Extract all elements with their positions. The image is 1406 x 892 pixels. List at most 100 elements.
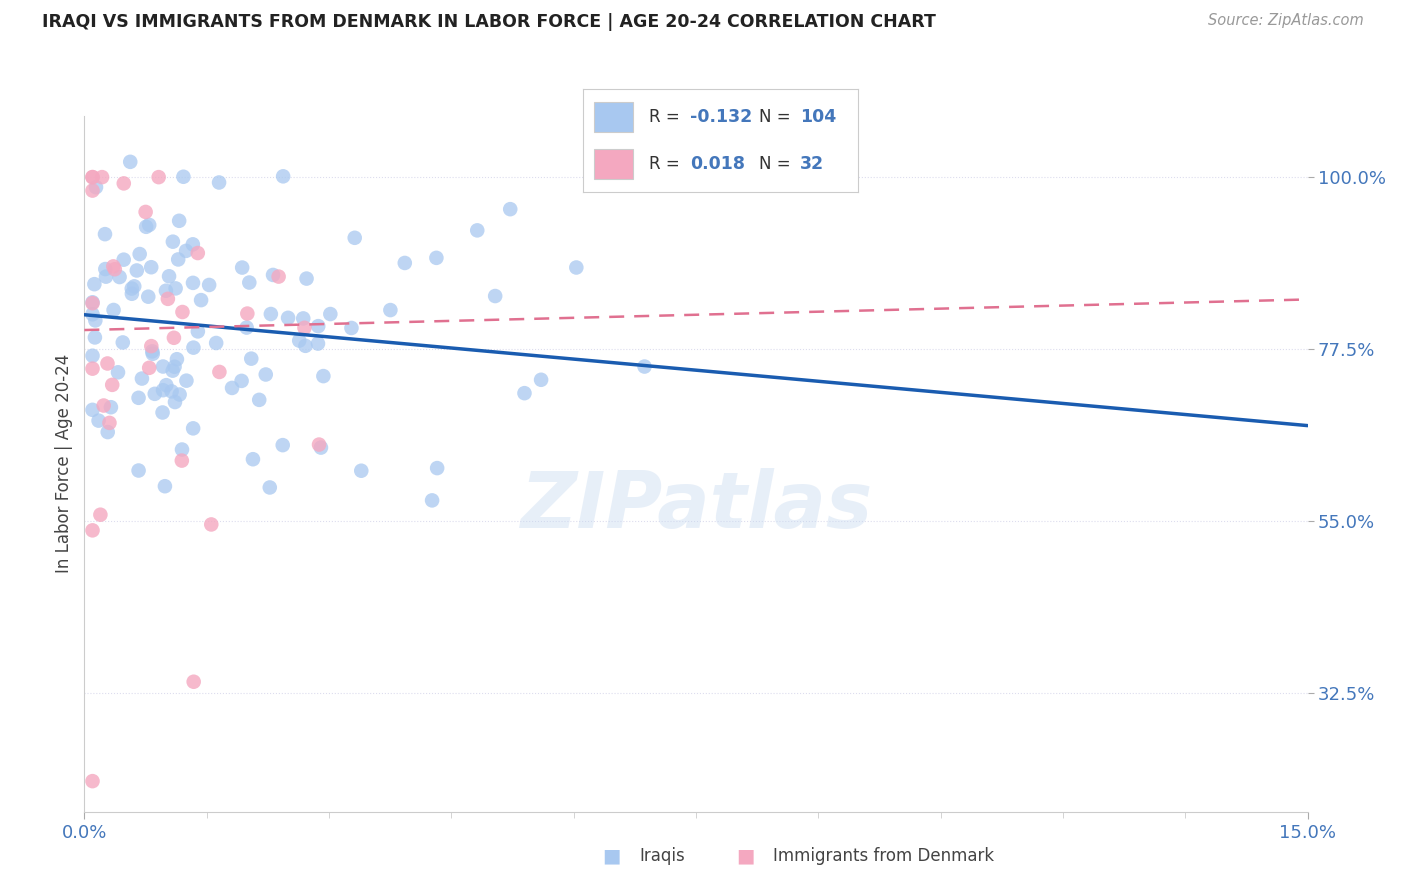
Point <box>163 331 186 345</box>
Point <box>181 421 204 435</box>
Text: IRAQI VS IMMIGRANTS FROM DENMARK IN LABOR FORCE | AGE 20-24 CORRELATION CHART: IRAQI VS IMMIGRANTS FROM DENMARK IN LABO… <box>42 13 936 31</box>
Text: N =: N = <box>759 155 796 173</box>
Point <box>141 339 163 353</box>
Point <box>82 170 104 185</box>
Point <box>84 313 107 327</box>
Point <box>160 384 183 399</box>
Point <box>259 480 281 494</box>
Point <box>530 373 553 387</box>
Y-axis label: In Labor Force | Age 20-24: In Labor Force | Age 20-24 <box>55 354 73 574</box>
Text: 0.018: 0.018 <box>690 155 745 173</box>
Point <box>633 359 655 374</box>
Point <box>91 170 114 185</box>
Point <box>94 269 117 284</box>
Point <box>121 282 143 296</box>
Point <box>425 251 447 265</box>
Point <box>277 310 299 325</box>
Point <box>267 269 290 284</box>
Point <box>221 381 243 395</box>
Point <box>271 169 294 184</box>
Point <box>181 237 204 252</box>
Point <box>312 369 335 384</box>
Point <box>309 441 332 455</box>
Point <box>181 276 204 290</box>
Text: Iraqis: Iraqis <box>640 847 686 865</box>
Bar <box>595 102 633 132</box>
Point <box>135 205 157 219</box>
Point <box>254 368 277 382</box>
Point <box>162 364 184 378</box>
Point <box>380 303 402 318</box>
Point <box>513 386 536 401</box>
Point <box>96 356 118 370</box>
Point <box>121 286 143 301</box>
Point <box>101 377 124 392</box>
Point <box>94 227 117 242</box>
Point <box>104 262 127 277</box>
Point <box>142 347 165 361</box>
Point <box>190 293 212 307</box>
Point <box>128 247 150 261</box>
Point <box>170 453 193 467</box>
Text: Immigrants from Denmark: Immigrants from Denmark <box>773 847 994 865</box>
Point <box>163 359 186 374</box>
Point <box>231 374 253 388</box>
Point <box>176 374 198 388</box>
Point <box>262 268 284 282</box>
Point <box>84 180 107 194</box>
Point <box>141 344 163 359</box>
Point <box>155 378 177 392</box>
Point <box>240 351 263 366</box>
Point <box>247 392 270 407</box>
Point <box>295 271 318 285</box>
Point <box>93 399 115 413</box>
Point <box>162 235 184 249</box>
Point <box>112 177 135 191</box>
Text: N =: N = <box>759 108 796 126</box>
Point <box>97 425 120 439</box>
Point <box>141 260 163 275</box>
Point <box>307 336 329 351</box>
Point <box>82 361 104 376</box>
Point <box>167 214 190 228</box>
Point <box>82 296 104 310</box>
Point <box>87 414 110 428</box>
Point <box>420 493 443 508</box>
Point <box>169 387 191 401</box>
Text: Source: ZipAtlas.com: Source: ZipAtlas.com <box>1208 13 1364 29</box>
Point <box>208 365 231 379</box>
Point <box>83 277 105 292</box>
Point <box>108 270 131 285</box>
Point <box>128 391 150 405</box>
Point <box>187 325 209 339</box>
Point <box>152 359 174 374</box>
Point <box>157 269 180 284</box>
Point <box>82 524 104 538</box>
Text: R =: R = <box>650 108 685 126</box>
Point <box>89 508 111 522</box>
Point <box>167 252 190 267</box>
Point <box>82 402 104 417</box>
Point <box>242 452 264 467</box>
Point <box>138 360 160 375</box>
Point <box>172 169 194 184</box>
Point <box>172 305 194 319</box>
Point <box>288 334 311 348</box>
Point <box>163 395 186 409</box>
Point <box>82 170 104 185</box>
Point <box>82 774 104 789</box>
Point <box>112 252 135 267</box>
Point <box>394 256 416 270</box>
Point <box>187 246 209 260</box>
Point <box>235 320 257 334</box>
Point <box>82 184 104 198</box>
Text: -0.132: -0.132 <box>690 108 752 126</box>
Point <box>208 176 231 190</box>
Point <box>94 262 117 277</box>
Point <box>148 170 170 185</box>
Point <box>350 464 373 478</box>
Bar <box>595 149 633 179</box>
Point <box>166 352 188 367</box>
Point <box>156 292 179 306</box>
Point <box>484 289 506 303</box>
